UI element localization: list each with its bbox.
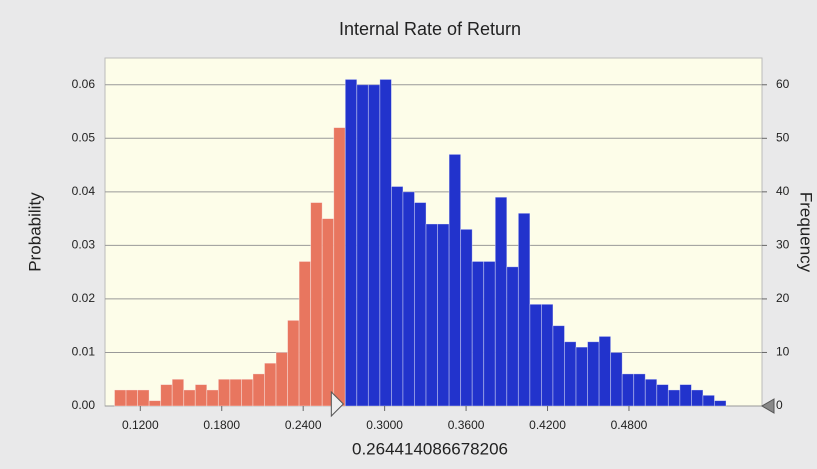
bar	[702, 394, 715, 407]
bar	[298, 261, 312, 407]
bar	[448, 153, 462, 407]
y-tick-label: 0.00	[72, 398, 96, 412]
x-tick-label: 0.4800	[611, 418, 648, 432]
y-tick-label: 0.04	[72, 184, 96, 198]
bar	[621, 373, 635, 407]
bar	[287, 319, 300, 407]
y2-tick-label: 20	[776, 291, 790, 305]
bar	[483, 261, 496, 407]
y2-axis-label: Frequency	[797, 192, 816, 273]
y-axis-label: Probability	[25, 192, 44, 272]
bar	[217, 378, 231, 407]
bar	[598, 335, 612, 407]
certainty-value: 0.264414086678206	[352, 439, 508, 458]
y-tick-label: 0.06	[72, 77, 96, 91]
bar	[275, 352, 288, 407]
bar	[194, 384, 208, 407]
bar	[183, 389, 196, 407]
bar	[344, 79, 358, 407]
bar	[644, 378, 658, 407]
y-tick-label: 0.05	[72, 130, 96, 144]
bar	[691, 389, 704, 407]
right-marker	[761, 398, 775, 414]
bar	[241, 378, 254, 407]
bar	[471, 261, 485, 407]
bar	[206, 389, 219, 407]
x-tick-label: 0.3600	[448, 418, 485, 432]
y2-tick-label: 10	[776, 345, 790, 359]
bar	[460, 228, 473, 407]
bar	[252, 373, 265, 407]
x-tick-label: 0.3000	[366, 418, 403, 432]
bar	[321, 218, 335, 407]
bar	[391, 186, 404, 407]
bar	[667, 389, 681, 407]
x-tick-label: 0.1200	[122, 418, 159, 432]
bar	[367, 84, 381, 407]
bar	[494, 196, 508, 407]
y2-tick-label: 50	[776, 130, 790, 144]
bar	[437, 223, 450, 407]
bar	[610, 352, 623, 407]
bar	[356, 84, 369, 407]
y2-tick-label: 30	[776, 238, 790, 252]
bar	[517, 212, 531, 407]
bar	[402, 191, 415, 407]
bar	[171, 378, 185, 407]
bar	[656, 384, 669, 407]
bar	[229, 378, 242, 407]
x-tick-label: 0.1800	[203, 418, 240, 432]
x-tick-label: 0.2400	[285, 418, 322, 432]
bar	[633, 373, 646, 407]
bar	[575, 346, 588, 407]
bar	[333, 127, 346, 407]
bar	[541, 303, 554, 407]
bar	[125, 389, 138, 407]
bar	[425, 223, 438, 407]
bar	[379, 79, 392, 407]
bar	[529, 303, 542, 407]
bar	[506, 266, 519, 407]
bar	[714, 400, 727, 407]
bar	[414, 202, 427, 407]
bar	[264, 362, 277, 407]
bar	[564, 341, 577, 407]
certainty-marker	[330, 390, 345, 418]
x-tick-label: 0.4200	[529, 418, 566, 432]
bar	[114, 389, 127, 407]
bar	[160, 384, 173, 407]
y2-tick-label: 40	[776, 184, 790, 198]
bar	[679, 384, 692, 407]
bar	[137, 389, 150, 407]
y-tick-label: 0.03	[72, 238, 96, 252]
y-tick-label: 0.01	[72, 345, 96, 359]
chart-title: Internal Rate of Return	[339, 19, 521, 39]
y-tick-label: 0.02	[72, 291, 96, 305]
bar	[552, 325, 565, 407]
y2-tick-label: 0	[776, 398, 783, 412]
y2-tick-label: 60	[776, 77, 790, 91]
bar	[148, 400, 162, 407]
bar	[587, 341, 600, 407]
bar	[310, 202, 323, 407]
